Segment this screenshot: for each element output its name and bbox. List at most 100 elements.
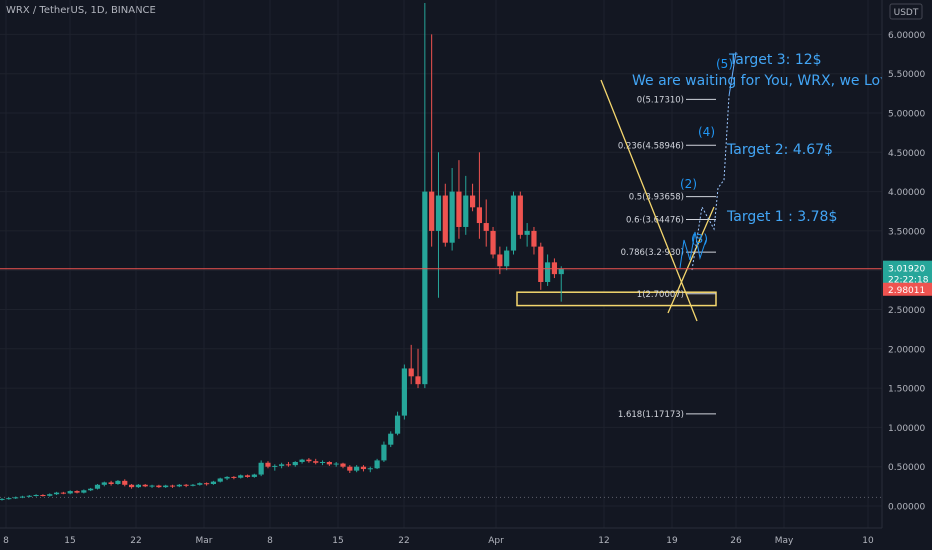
candle-body bbox=[313, 461, 319, 463]
support-zone[interactable] bbox=[516, 291, 717, 307]
wave-label: (3) bbox=[691, 232, 708, 246]
candle-body bbox=[135, 484, 141, 488]
x-tick-label: 8 bbox=[267, 536, 273, 546]
candle-body bbox=[408, 368, 414, 377]
candle-body bbox=[456, 191, 462, 227]
candle-body bbox=[497, 254, 503, 267]
candle-body bbox=[354, 466, 360, 471]
candle-body bbox=[388, 433, 394, 445]
y-tick-label: 6.00000 bbox=[888, 31, 925, 41]
wave-label: (5) bbox=[716, 57, 733, 71]
candle-body bbox=[251, 474, 257, 477]
candle-body bbox=[510, 195, 517, 251]
last-price-label: 3.01920 bbox=[888, 265, 925, 275]
candle-body bbox=[374, 460, 380, 469]
candle-body bbox=[449, 191, 455, 243]
candle-body bbox=[381, 444, 387, 461]
candle-body bbox=[142, 484, 148, 487]
wave-projection-tip bbox=[728, 51, 737, 97]
candle-body bbox=[272, 465, 278, 467]
candle-body bbox=[333, 463, 339, 465]
wave-label: (4) bbox=[698, 125, 715, 139]
x-tick-label: 12 bbox=[598, 536, 609, 546]
wave-count-path bbox=[679, 231, 707, 269]
candle-body bbox=[558, 268, 564, 275]
candle-body bbox=[210, 481, 217, 484]
x-tick-label: Apr bbox=[488, 536, 504, 546]
x-tick-label: 22 bbox=[130, 536, 141, 546]
x-tick-label: Mar bbox=[196, 536, 213, 546]
candle-body bbox=[74, 491, 80, 493]
candle-body bbox=[517, 195, 523, 235]
prev-close-badge bbox=[883, 282, 932, 296]
candle-body bbox=[122, 480, 128, 485]
candle-body bbox=[306, 459, 312, 462]
candle-body bbox=[504, 250, 510, 267]
candle-body bbox=[401, 368, 407, 416]
y-tick-label: 5.50000 bbox=[888, 70, 925, 80]
candle-body bbox=[360, 466, 367, 470]
x-tick-label: May bbox=[775, 536, 794, 546]
x-tick-label: 8 bbox=[3, 536, 9, 546]
candle-body bbox=[81, 490, 87, 493]
candle-body bbox=[67, 491, 73, 494]
candle-body bbox=[53, 492, 60, 495]
x-tick-label: 22 bbox=[398, 536, 409, 546]
y-tick-label: 1.00000 bbox=[888, 424, 925, 434]
candle-body bbox=[265, 462, 271, 467]
candle-body bbox=[13, 497, 19, 499]
x-tick-label: 15 bbox=[332, 536, 343, 546]
fib-level-label: 0.786(3.2·930) bbox=[621, 248, 684, 258]
annotation-text: Target 1 : 3.78$ bbox=[726, 209, 837, 225]
candle-body bbox=[299, 459, 305, 462]
candle-body bbox=[0, 498, 5, 500]
annotation-text: Target 3: 12$ bbox=[728, 52, 822, 68]
candle-body bbox=[101, 482, 107, 485]
candle-body bbox=[476, 207, 482, 224]
candle-body bbox=[115, 480, 121, 484]
candle-body bbox=[183, 484, 189, 486]
x-tick-label: 19 bbox=[666, 536, 678, 546]
candle-body bbox=[94, 484, 101, 489]
candle-body bbox=[128, 484, 135, 488]
x-tick-label: 15 bbox=[64, 536, 75, 546]
candle-body bbox=[244, 475, 251, 477]
trendline-up[interactable] bbox=[667, 206, 715, 314]
candle-body bbox=[217, 478, 223, 482]
candle-body bbox=[463, 195, 469, 227]
fib-level-label: 1(2.70007) bbox=[637, 290, 684, 300]
candle-body bbox=[292, 461, 298, 466]
candle-body bbox=[60, 492, 66, 494]
candle-body bbox=[40, 494, 46, 496]
candle-body bbox=[231, 476, 237, 478]
y-tick-label: 4.00000 bbox=[888, 188, 925, 198]
y-tick-label: 0.50000 bbox=[888, 463, 925, 473]
candle-body bbox=[19, 496, 26, 498]
candle-body bbox=[204, 483, 210, 485]
candle-body bbox=[156, 485, 162, 488]
candle-body bbox=[367, 468, 373, 470]
candle-body bbox=[6, 498, 12, 500]
y-tick-label: 5.00000 bbox=[888, 110, 925, 120]
candle-body bbox=[197, 483, 203, 485]
y-tick-label: 2.50000 bbox=[888, 306, 925, 316]
candle-body bbox=[442, 195, 448, 243]
candle-body bbox=[394, 415, 401, 434]
candle-body bbox=[108, 482, 114, 484]
symbol-title: WRX / TetherUS, 1D, BINANCE bbox=[6, 5, 156, 16]
annotation-text: We are waiting for You, WRX, we Love bbox=[632, 73, 897, 89]
candle-body bbox=[169, 485, 176, 487]
candle-body bbox=[538, 246, 544, 282]
y-tick-label: 1.50000 bbox=[888, 385, 925, 395]
x-tick-label: 26 bbox=[730, 536, 742, 546]
trendline-down[interactable] bbox=[600, 79, 698, 322]
candle-body bbox=[435, 195, 442, 231]
time-axis[interactable] bbox=[0, 528, 932, 550]
candle-body bbox=[190, 484, 196, 486]
candle-body bbox=[340, 463, 346, 467]
candle-body bbox=[238, 475, 244, 478]
y-tick-label: 2.00000 bbox=[888, 345, 925, 355]
currency-badge[interactable] bbox=[889, 3, 923, 20]
wave-label: (2) bbox=[680, 177, 697, 191]
